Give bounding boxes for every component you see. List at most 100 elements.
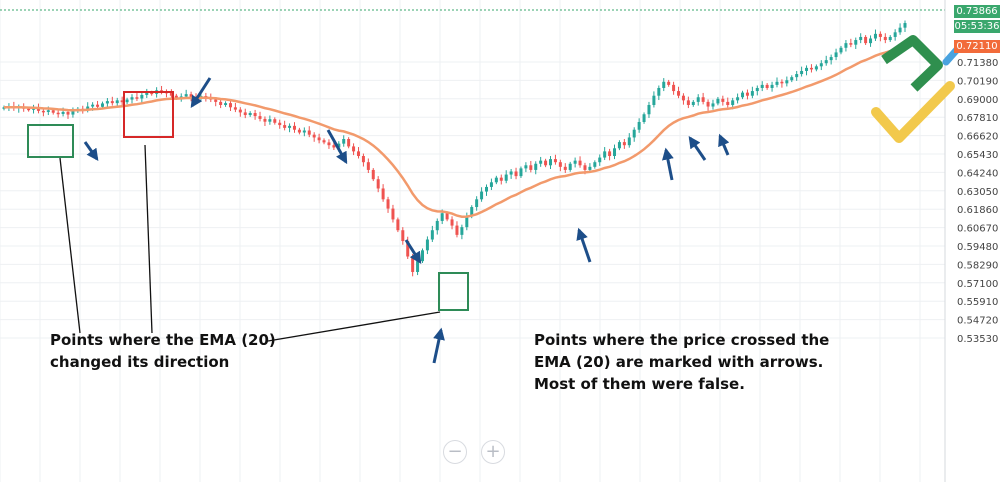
candle-body xyxy=(219,101,223,105)
candle-body xyxy=(785,80,789,84)
y-tick-label: 0.60670 xyxy=(957,224,998,235)
callout-line-3 xyxy=(267,311,441,342)
candle-body xyxy=(873,33,877,39)
y-tick-label: 0.70190 xyxy=(957,76,998,87)
candlestick-series xyxy=(2,20,907,277)
candle-body xyxy=(834,52,838,58)
candle-body xyxy=(642,114,646,122)
candle-body xyxy=(608,151,612,157)
candle-body xyxy=(809,67,813,70)
zoom-in-button[interactable]: + xyxy=(481,440,505,464)
candle-body xyxy=(770,84,774,88)
candle-body xyxy=(869,38,873,44)
ema-direction-note: Points where the EMA (20) changed its di… xyxy=(50,331,276,371)
candle-body xyxy=(529,165,533,170)
candle-body xyxy=(224,103,228,105)
candle-body xyxy=(893,32,897,37)
candle-body xyxy=(105,101,109,104)
candle-body xyxy=(71,111,75,115)
ema-turn-box-green-2 xyxy=(438,272,469,311)
candle-body xyxy=(844,43,848,48)
candle-body xyxy=(829,57,833,61)
candle-body xyxy=(381,188,385,200)
candle-body xyxy=(268,119,272,122)
candle-body xyxy=(539,160,543,164)
annotation-arrows xyxy=(83,77,730,364)
candle-body xyxy=(425,239,429,251)
candle-body xyxy=(849,43,853,45)
candle-body xyxy=(903,23,907,28)
candle-body xyxy=(898,27,902,33)
candle-body xyxy=(524,165,528,169)
candle-body xyxy=(61,111,65,114)
zoom-out-button[interactable]: − xyxy=(443,440,467,464)
candle-body xyxy=(593,162,597,167)
candle-body xyxy=(51,110,55,113)
ema-turn-box-red xyxy=(123,91,174,138)
candle-body xyxy=(534,163,538,170)
candle-body xyxy=(622,142,626,146)
candle-body xyxy=(2,107,6,109)
candle-body xyxy=(100,103,104,107)
candle-body xyxy=(613,148,617,157)
candle-body xyxy=(883,36,887,41)
candle-body xyxy=(790,77,794,81)
candle-body xyxy=(652,95,656,105)
candle-body xyxy=(371,169,375,180)
candle-body xyxy=(509,171,513,175)
candle-body xyxy=(805,67,809,71)
candle-body xyxy=(302,130,306,133)
candle-body xyxy=(174,95,178,99)
candle-body xyxy=(228,103,232,108)
candle-body xyxy=(672,84,676,92)
candle-body xyxy=(573,160,577,164)
y-tick-label: 0.66620 xyxy=(957,132,998,143)
candle-body xyxy=(696,97,700,102)
candle-body xyxy=(189,94,193,97)
candle-body xyxy=(440,213,444,221)
candle-body xyxy=(356,151,360,157)
candle-body xyxy=(312,134,316,138)
candle-body xyxy=(130,97,134,100)
y-tick-label: 0.57100 xyxy=(957,279,998,290)
y-tick-label: 0.55910 xyxy=(957,297,998,308)
y-tick-label: 0.54720 xyxy=(957,316,998,327)
candle-body xyxy=(583,165,587,170)
candle-body xyxy=(120,100,124,103)
candle-body xyxy=(337,143,341,148)
candle-body xyxy=(327,142,331,146)
candle-body xyxy=(435,220,439,231)
cross-arrow xyxy=(432,327,445,364)
candle-body xyxy=(489,182,493,187)
candle-body xyxy=(96,104,100,107)
candle-body xyxy=(342,139,346,144)
callout-line-1 xyxy=(59,157,81,334)
candle-body xyxy=(578,160,582,166)
candle-body xyxy=(731,100,735,105)
candle-body xyxy=(278,122,282,126)
candle-body xyxy=(238,109,242,113)
candle-body xyxy=(480,191,484,200)
ema-20-line xyxy=(3,43,906,218)
cross-arrow xyxy=(190,77,212,109)
y-tick-label: 0.69000 xyxy=(957,95,998,106)
price-axis[interactable]: 0.71380 0.70190 0.69000 0.67810 0.66620 0.654… xyxy=(944,0,998,482)
candle-body xyxy=(494,177,498,183)
candle-body xyxy=(460,227,464,235)
candle-body xyxy=(598,157,602,163)
candle-body xyxy=(411,256,415,272)
candle-body xyxy=(214,99,218,102)
candle-body xyxy=(169,92,173,96)
candle-body xyxy=(150,92,154,95)
candle-body xyxy=(681,95,685,101)
candle-body xyxy=(406,241,410,257)
candle-body xyxy=(455,225,459,235)
candle-body xyxy=(706,101,710,107)
candle-body xyxy=(745,92,749,96)
candle-body xyxy=(677,91,681,96)
chart-grid xyxy=(0,0,945,482)
candle-body xyxy=(243,112,247,116)
candle-body xyxy=(667,81,671,85)
candle-body xyxy=(430,230,434,240)
